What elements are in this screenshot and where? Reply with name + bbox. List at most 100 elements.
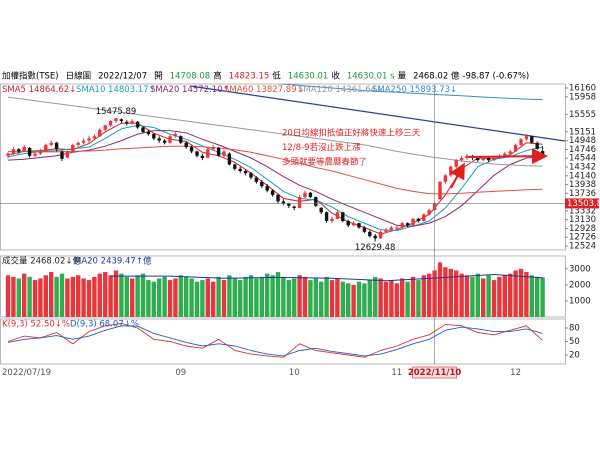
candle-body [135,121,140,128]
volume-bar [254,278,259,317]
volume-bar [243,276,248,317]
candle-body [319,207,323,213]
candle-body [108,121,113,126]
note: 12/8-9若沒止跌上漲 [282,142,361,153]
candle-body [503,153,507,156]
candle-body [297,197,302,208]
volume-bar [400,278,405,317]
candle-body [422,214,426,221]
cursor-x-box [412,366,457,379]
header-item: 收 [331,71,340,82]
volume-bar [518,268,524,317]
volume-bar [221,280,227,317]
candle-body [157,138,161,141]
volume-bar [475,273,480,317]
volume-bar [108,275,113,317]
y-tick-label: 15151 [569,127,596,137]
volume-bar [513,270,518,317]
volume-bar [481,278,486,317]
volume-bar [22,273,27,317]
kd-line [7,325,543,357]
y-tick-label: 50 [569,337,580,347]
y-tick-label: 14342 [569,163,596,173]
y-tick-label: 14746 [569,145,596,155]
y-tick-label: 12726 [569,233,596,243]
candle-body [33,153,37,156]
candle-body [179,136,183,143]
volume-bar [259,276,264,317]
volume-bar [302,276,308,317]
candle-body [400,223,404,228]
ma-line [7,130,543,227]
legend-entry: SMA60 13827.89↓ [224,85,304,95]
volume-bar [167,280,173,317]
note: 多頭就要等農曆春節了 [282,157,367,168]
candle-body [324,212,329,221]
candle-body [6,153,10,156]
candle-body [524,136,529,140]
y-tick-label: 14544 [569,154,596,164]
volume-bar [454,270,459,317]
candle-body [65,151,70,158]
candle-body [130,121,134,124]
volume-bar [362,283,367,317]
volume-bar [32,280,38,317]
volume-bar [211,281,216,317]
x-tick-label: 2022/07/19 [2,368,51,378]
candle-body [270,190,275,195]
candle-body [216,147,221,156]
y-tick-label: 15555 [569,110,596,120]
candle-body [357,223,361,228]
volume-bar [508,273,513,317]
y-tick-label: 14948 [569,136,596,146]
volume-bar [103,272,108,317]
volume-bar [189,278,194,317]
candle-body [416,218,421,221]
candle-body [411,218,415,226]
candle-body [195,151,199,156]
volume-bar [43,275,48,317]
candle-body [260,181,264,187]
volume-bar [265,273,270,317]
candle-body [141,127,145,132]
x-tick-label: 09 [175,368,186,378]
candle-body [249,173,253,178]
volume-bar [194,281,200,317]
y-tick-label: 3000 [569,264,591,274]
volume-bar [459,273,464,317]
candle-body [454,160,458,167]
volume-title: 成交量 2468.02↓億 [2,256,81,267]
y-tick-label: 1000 [569,296,591,306]
volume-bar [502,275,507,317]
volume-ma-line [110,273,543,282]
candle-body [540,151,545,155]
candle-body [341,212,345,221]
volume-bar [227,275,232,317]
candle-body [362,227,367,232]
candle-body [98,129,102,137]
volume-bar [184,276,189,317]
layer [5,262,545,317]
header-item: 量 [398,72,407,82]
candle-body [233,164,237,169]
header-item: 2468.02 億 [413,71,460,82]
candle-body [303,192,307,198]
candle-body [335,212,340,219]
volume-bar [486,275,491,317]
candle-body [206,149,210,158]
legend-entry: SMA20 14572.10↑ [150,85,230,95]
candle-body [330,218,334,221]
volume-bar [416,280,421,317]
y-tick-label: 13332 [569,206,596,216]
volume-bar [70,276,75,317]
volume-bar [405,281,410,317]
volume-bar [135,275,140,317]
header-item: 2022/12/07 [98,72,147,82]
y-tick-label: 20 [569,351,580,361]
layer [7,323,543,358]
candle-body [486,157,491,161]
candle-body [443,175,448,182]
volume-bar [5,275,11,317]
candle-body [71,144,75,152]
volume-bar [319,281,324,317]
